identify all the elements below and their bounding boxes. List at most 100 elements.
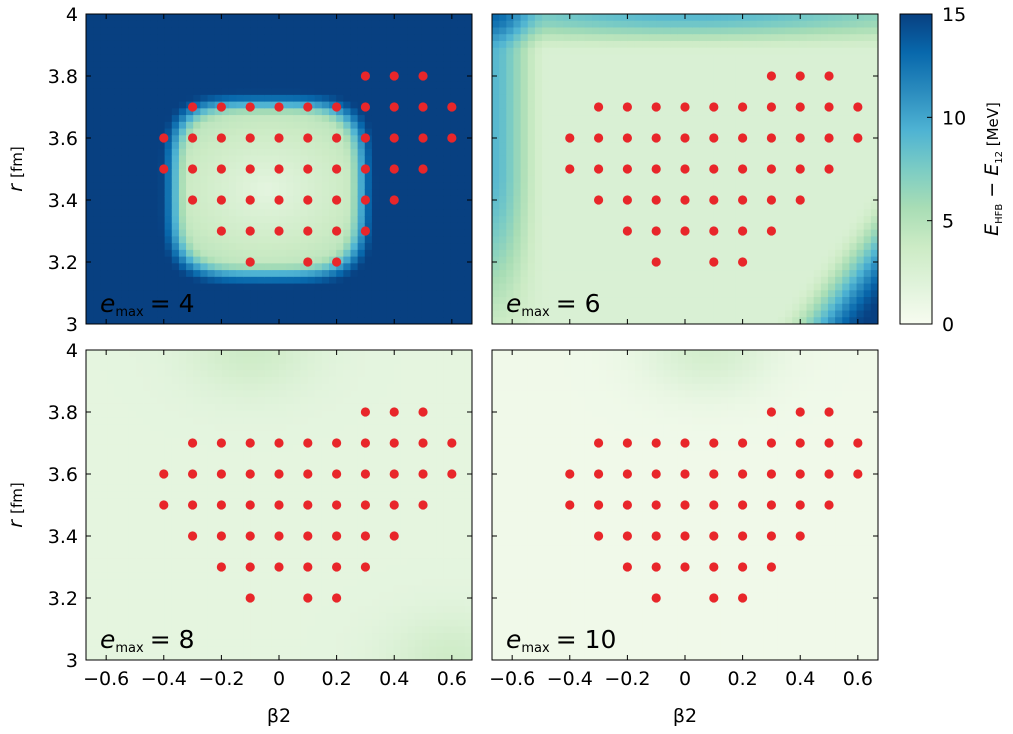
heatmap-cell <box>157 256 166 264</box>
heatmap-cell <box>735 222 743 231</box>
heatmap-cell <box>499 155 507 163</box>
heatmap-cell <box>243 297 252 305</box>
heatmap-cell <box>178 115 187 123</box>
heatmap-cell <box>364 20 373 29</box>
heatmap-cell <box>713 34 722 42</box>
heatmap-cell <box>627 67 636 76</box>
heatmap-cell <box>556 209 565 217</box>
heatmap-cell <box>520 189 529 197</box>
heatmap-cell <box>777 81 786 89</box>
heatmap-cell <box>400 20 409 29</box>
heatmap-cell <box>777 202 786 211</box>
heatmap-cell <box>599 88 607 96</box>
heatmap-cell <box>307 169 316 177</box>
heatmap-cell <box>257 74 266 82</box>
heatmap-cell <box>534 317 543 324</box>
heatmap-cell <box>171 27 180 35</box>
heatmap-cell <box>542 290 550 298</box>
heatmap-cell <box>742 74 750 82</box>
heatmap-cell <box>286 276 294 285</box>
heatmap-cell <box>713 20 722 29</box>
heatmap-cell <box>414 195 423 204</box>
heatmap-cell <box>777 249 786 258</box>
heatmap-cell <box>386 317 394 324</box>
heatmap-cell <box>186 88 194 96</box>
heatmap-cell <box>336 182 344 190</box>
heatmap-cell <box>685 121 693 130</box>
heatmap-cell <box>820 276 829 285</box>
heatmap-cell <box>727 81 736 89</box>
heatmap-cell <box>685 61 693 69</box>
heatmap-cell <box>407 155 416 163</box>
heatmap-cell <box>343 276 352 285</box>
sample-point <box>216 226 226 236</box>
heatmap-cell <box>856 317 865 324</box>
heatmap-cell <box>570 297 579 305</box>
heatmap-cell <box>813 297 822 305</box>
heatmap-cell <box>128 276 137 285</box>
heatmap-cell <box>735 61 743 69</box>
heatmap-cell <box>257 276 266 285</box>
heatmap-cell <box>763 209 772 217</box>
heatmap-cell <box>136 74 144 82</box>
heatmap-cell <box>150 74 159 82</box>
heatmap-cell <box>634 222 643 231</box>
heatmap-cell <box>756 81 765 89</box>
heatmap-cell <box>300 290 309 298</box>
heatmap-cell <box>400 34 409 42</box>
heatmap-cell <box>506 202 515 211</box>
heatmap-cell <box>221 169 230 177</box>
heatmap-cell <box>143 121 151 130</box>
heatmap-cell <box>457 81 466 89</box>
heatmap-cell <box>656 128 665 136</box>
heatmap-cell <box>785 27 793 35</box>
heatmap-cell <box>613 148 622 157</box>
heatmap-cell <box>835 303 843 312</box>
heatmap-cell <box>592 297 600 305</box>
heatmap-cell <box>228 74 237 82</box>
heatmap-cell <box>429 209 437 217</box>
heatmap-cell <box>314 189 323 197</box>
heatmap-cell <box>257 67 266 76</box>
heatmap-cell <box>414 243 423 251</box>
heatmap-cell <box>329 216 337 224</box>
heatmap-cell <box>549 256 557 264</box>
heatmap-cell <box>314 88 323 96</box>
heatmap-cell <box>527 47 536 56</box>
heatmap-cell <box>186 270 194 278</box>
heatmap-cell <box>414 54 423 62</box>
heatmap-cell <box>150 243 159 251</box>
heatmap-cell <box>735 310 743 318</box>
heatmap-cell <box>314 270 323 278</box>
sample-point <box>303 195 313 205</box>
heatmap-cell <box>692 74 700 82</box>
heatmap-cell <box>627 317 636 324</box>
heatmap-cell <box>642 148 650 157</box>
heatmap-cell <box>86 54 94 62</box>
heatmap-cell <box>663 256 672 264</box>
heatmap-cell <box>570 142 579 150</box>
heatmap-cell <box>350 34 359 42</box>
heatmap-cell <box>279 108 287 116</box>
heatmap-cell <box>186 175 194 184</box>
heatmap-cell <box>371 88 380 96</box>
heatmap-cell <box>286 108 294 116</box>
heatmap-cell <box>863 40 872 49</box>
heatmap-cell <box>250 148 259 157</box>
heatmap-cell <box>178 20 187 29</box>
heatmap-cell <box>464 20 472 29</box>
heatmap-cell <box>386 108 394 116</box>
heatmap-cell <box>228 108 237 116</box>
heatmap-cell <box>178 27 187 35</box>
heatmap-cell <box>770 175 779 184</box>
heatmap-cell <box>329 290 337 298</box>
heatmap-cell <box>777 108 786 116</box>
heatmap-cell <box>499 20 507 29</box>
heatmap-cell <box>720 249 729 258</box>
heatmap-cell <box>207 67 216 76</box>
heatmap-cell <box>464 283 472 291</box>
heatmap-cell <box>300 128 309 136</box>
heatmap-cell <box>727 128 736 136</box>
heatmap-cell <box>236 310 244 318</box>
heatmap-cell <box>200 276 209 285</box>
